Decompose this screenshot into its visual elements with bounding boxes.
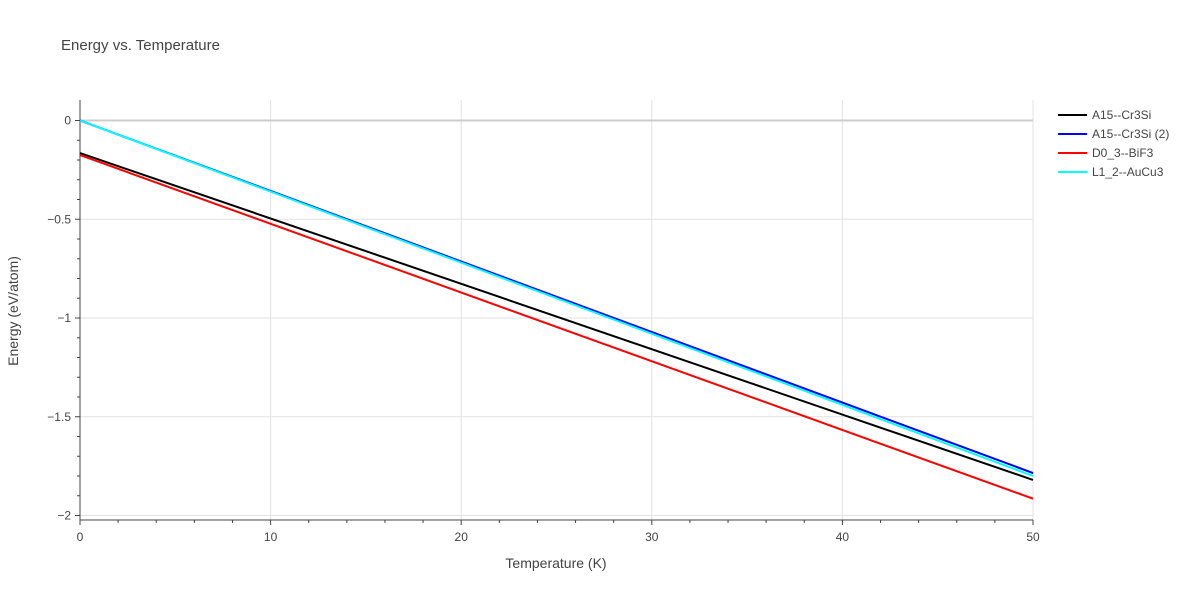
legend: A15--Cr3Si A15--Cr3Si (2) D0_3--BiF3 L1_2--…	[1058, 108, 1169, 179]
series-lines	[79, 119, 1034, 500]
x-tick-label: 30	[645, 530, 659, 544]
legend-label: D0_3--BiF3	[1092, 146, 1154, 160]
y-tick-label: −1	[57, 311, 71, 325]
legend-label: A15--Cr3Si	[1092, 108, 1151, 122]
x-tick-label: 0	[77, 530, 84, 544]
legend-item[interactable]: D0_3--BiF3	[1058, 146, 1154, 160]
y-tick-label: 0	[64, 114, 71, 128]
legend-item[interactable]: L1_2--AuCu3	[1058, 165, 1164, 179]
legend-label: A15--Cr3Si (2)	[1092, 127, 1169, 141]
legend-item[interactable]: A15--Cr3Si (2)	[1058, 127, 1169, 141]
series-line-3	[79, 154, 1034, 500]
y-tick-label: −1.5	[47, 410, 71, 424]
legend-label: L1_2--AuCu3	[1092, 165, 1164, 179]
y-tick-label: −2	[57, 509, 71, 523]
series-line-4	[79, 119, 1034, 477]
y-tick-label: −0.5	[47, 212, 71, 226]
axes: 0 10 20 30 40 50 0 −0.5 −1 −1.5 −2	[47, 100, 1040, 544]
chart-title: Energy vs. Temperature	[61, 37, 220, 54]
x-tick-label: 40	[836, 530, 850, 544]
x-tick-label: 20	[455, 530, 469, 544]
series-line-1	[79, 152, 1034, 481]
grid	[80, 100, 1034, 520]
x-tick-label: 10	[264, 530, 278, 544]
x-axis-title: Temperature (K)	[505, 555, 606, 571]
x-tick-label: 50	[1026, 530, 1040, 544]
y-axis-title: Energy (eV/atom)	[5, 256, 21, 366]
legend-item[interactable]: A15--Cr3Si	[1058, 108, 1151, 122]
